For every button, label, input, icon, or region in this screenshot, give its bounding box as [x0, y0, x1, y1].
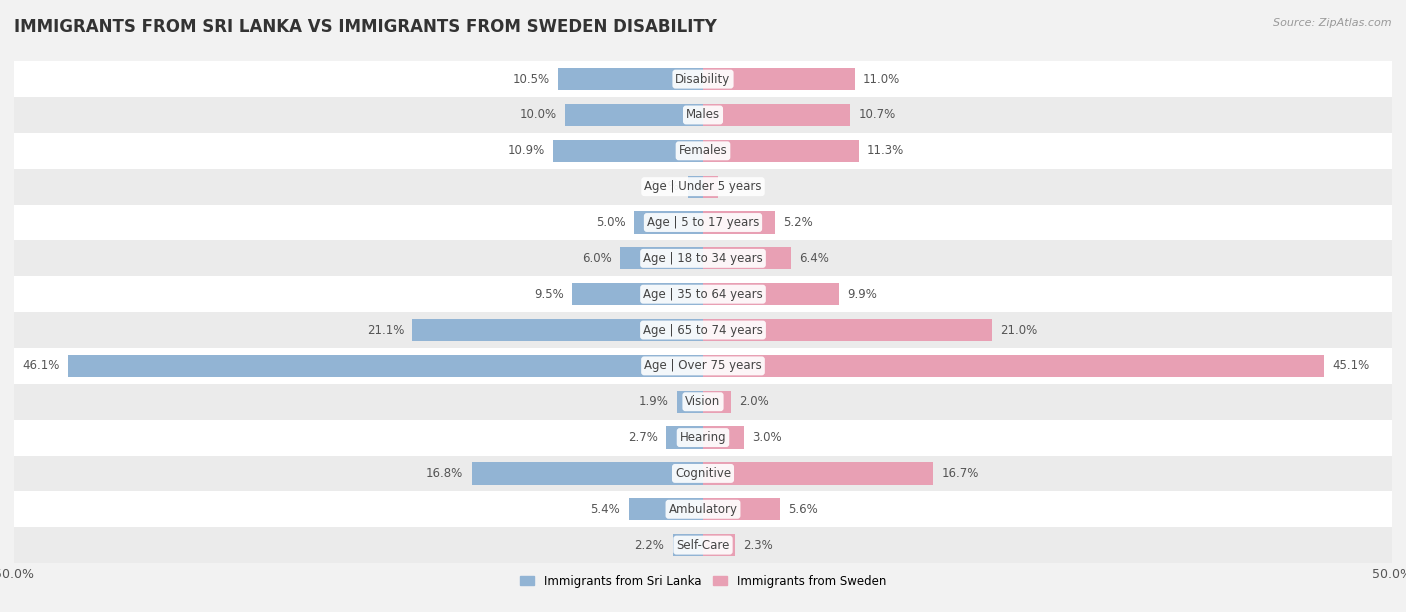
- Bar: [14, 491, 1392, 527]
- Text: 1.9%: 1.9%: [638, 395, 669, 408]
- Text: Age | 65 to 74 years: Age | 65 to 74 years: [643, 324, 763, 337]
- Text: 5.6%: 5.6%: [789, 503, 818, 516]
- Text: Females: Females: [679, 144, 727, 157]
- Bar: [628, 498, 703, 520]
- Bar: [703, 247, 792, 269]
- Text: 2.0%: 2.0%: [738, 395, 769, 408]
- Bar: [703, 283, 839, 305]
- Text: 5.0%: 5.0%: [596, 216, 626, 229]
- Text: Males: Males: [686, 108, 720, 121]
- Bar: [471, 462, 703, 485]
- Bar: [14, 97, 1392, 133]
- Bar: [14, 348, 1392, 384]
- Text: 2.7%: 2.7%: [627, 431, 658, 444]
- Text: Age | 5 to 17 years: Age | 5 to 17 years: [647, 216, 759, 229]
- Text: 2.3%: 2.3%: [742, 539, 773, 551]
- Bar: [14, 204, 1392, 241]
- Text: 6.4%: 6.4%: [800, 252, 830, 265]
- Text: IMMIGRANTS FROM SRI LANKA VS IMMIGRANTS FROM SWEDEN DISABILITY: IMMIGRANTS FROM SRI LANKA VS IMMIGRANTS …: [14, 18, 717, 36]
- Bar: [703, 390, 731, 413]
- Text: Age | Under 5 years: Age | Under 5 years: [644, 180, 762, 193]
- Text: 21.0%: 21.0%: [1001, 324, 1038, 337]
- Bar: [672, 534, 703, 556]
- Text: 11.3%: 11.3%: [868, 144, 904, 157]
- Text: 10.7%: 10.7%: [859, 108, 896, 121]
- Bar: [14, 276, 1392, 312]
- Bar: [14, 420, 1392, 455]
- Text: 16.8%: 16.8%: [426, 467, 463, 480]
- Bar: [703, 534, 735, 556]
- Text: Ambulatory: Ambulatory: [668, 503, 738, 516]
- Bar: [703, 104, 851, 126]
- Text: Age | 18 to 34 years: Age | 18 to 34 years: [643, 252, 763, 265]
- Text: Self-Care: Self-Care: [676, 539, 730, 551]
- Bar: [676, 390, 703, 413]
- Text: 10.9%: 10.9%: [508, 144, 544, 157]
- Text: Cognitive: Cognitive: [675, 467, 731, 480]
- Legend: Immigrants from Sri Lanka, Immigrants from Sweden: Immigrants from Sri Lanka, Immigrants fr…: [516, 570, 890, 592]
- Bar: [565, 104, 703, 126]
- Bar: [703, 319, 993, 341]
- Bar: [14, 384, 1392, 420]
- Text: Disability: Disability: [675, 73, 731, 86]
- Bar: [703, 462, 934, 485]
- Text: 2.2%: 2.2%: [634, 539, 665, 551]
- Text: 9.5%: 9.5%: [534, 288, 564, 300]
- Text: 6.0%: 6.0%: [582, 252, 612, 265]
- Text: Source: ZipAtlas.com: Source: ZipAtlas.com: [1274, 18, 1392, 28]
- Text: 46.1%: 46.1%: [22, 359, 59, 372]
- Text: Age | 35 to 64 years: Age | 35 to 64 years: [643, 288, 763, 300]
- Bar: [14, 527, 1392, 563]
- Text: 10.0%: 10.0%: [520, 108, 557, 121]
- Bar: [703, 211, 775, 234]
- Bar: [14, 312, 1392, 348]
- Text: Vision: Vision: [685, 395, 721, 408]
- Bar: [703, 427, 744, 449]
- Bar: [634, 211, 703, 234]
- Bar: [558, 68, 703, 90]
- Text: 1.1%: 1.1%: [650, 180, 679, 193]
- Text: 9.9%: 9.9%: [848, 288, 877, 300]
- Text: 5.2%: 5.2%: [783, 216, 813, 229]
- Text: 3.0%: 3.0%: [752, 431, 782, 444]
- Bar: [14, 133, 1392, 169]
- Bar: [703, 140, 859, 162]
- Bar: [572, 283, 703, 305]
- Text: 16.7%: 16.7%: [942, 467, 979, 480]
- Bar: [703, 176, 718, 198]
- Text: 21.1%: 21.1%: [367, 324, 404, 337]
- Bar: [14, 61, 1392, 97]
- Text: 11.0%: 11.0%: [863, 73, 900, 86]
- Bar: [703, 355, 1324, 377]
- Text: 1.1%: 1.1%: [727, 180, 756, 193]
- Bar: [703, 68, 855, 90]
- Bar: [14, 241, 1392, 276]
- Bar: [14, 455, 1392, 491]
- Bar: [67, 355, 703, 377]
- Bar: [703, 498, 780, 520]
- Text: 10.5%: 10.5%: [513, 73, 550, 86]
- Bar: [553, 140, 703, 162]
- Text: 45.1%: 45.1%: [1333, 359, 1369, 372]
- Text: Hearing: Hearing: [679, 431, 727, 444]
- Text: 5.4%: 5.4%: [591, 503, 620, 516]
- Bar: [14, 169, 1392, 204]
- Bar: [688, 176, 703, 198]
- Text: Age | Over 75 years: Age | Over 75 years: [644, 359, 762, 372]
- Bar: [412, 319, 703, 341]
- Bar: [666, 427, 703, 449]
- Bar: [620, 247, 703, 269]
